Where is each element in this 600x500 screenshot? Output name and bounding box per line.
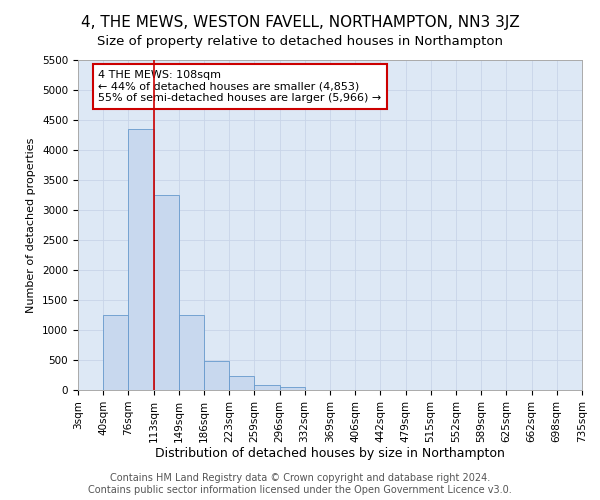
- Y-axis label: Number of detached properties: Number of detached properties: [26, 138, 37, 312]
- X-axis label: Distribution of detached houses by size in Northampton: Distribution of detached houses by size …: [155, 448, 505, 460]
- Text: Contains HM Land Registry data © Crown copyright and database right 2024.
Contai: Contains HM Land Registry data © Crown c…: [88, 474, 512, 495]
- Bar: [128, 129, 154, 390]
- Text: 4, THE MEWS, WESTON FAVELL, NORTHAMPTON, NN3 3JZ: 4, THE MEWS, WESTON FAVELL, NORTHAMPTON,…: [80, 15, 520, 30]
- Text: 4 THE MEWS: 108sqm
← 44% of detached houses are smaller (4,853)
55% of semi-deta: 4 THE MEWS: 108sqm ← 44% of detached hou…: [98, 70, 382, 103]
- Bar: [280, 387, 305, 390]
- Bar: [229, 376, 254, 390]
- Bar: [179, 315, 204, 390]
- Bar: [254, 385, 280, 390]
- Text: Size of property relative to detached houses in Northampton: Size of property relative to detached ho…: [97, 35, 503, 48]
- Bar: [204, 361, 229, 390]
- Bar: [103, 315, 128, 390]
- Bar: [154, 195, 179, 390]
